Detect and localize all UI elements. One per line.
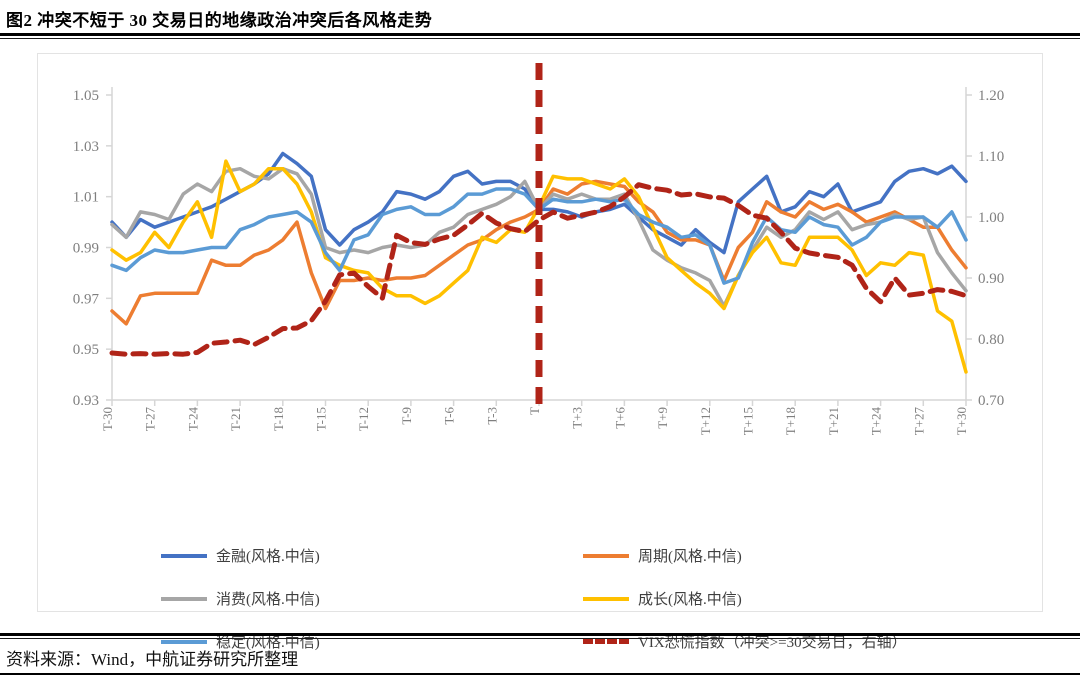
x-tick-label: T-3 [484,407,499,425]
legend-item-3: 成长(风格.中信) [583,577,907,620]
x-tick-label: T+15 [741,407,756,435]
x-tick-label: T-27 [143,407,158,432]
x-tick-label: T+24 [869,407,884,436]
x-tick-label: T [527,407,542,415]
legend-label-5: VIX恐慌指数（冲突>=30交易日，右轴） [638,635,907,651]
y-right-tick-label: 1.00 [978,210,1004,226]
legend-column-right: 周期(风格.中信) 成长(风格.中信) VIX恐慌指数（冲突>=30交易日，右轴） [583,534,907,663]
bottom-border [0,673,1080,675]
x-tick-label: T+27 [911,407,926,436]
x-tick-label: T+18 [783,407,798,435]
source-note: 资料来源：Wind，中航证券研究所整理 [6,650,299,669]
legend-label-3: 成长(风格.中信) [638,592,742,608]
legend-swatch-4 [161,639,207,644]
legend-item-1: 周期(风格.中信) [583,534,907,577]
y-right-tick-label: 1.20 [978,88,1004,104]
title-divider-thick [0,33,1080,36]
x-tick-label: T-6 [442,407,457,425]
legend-item-0: 金融(风格.中信) [161,534,320,577]
legend-label-0: 金融(风格.中信) [216,549,320,565]
x-tick-label: T+3 [570,407,585,429]
chart-panel: 1.05 1.03 1.01 0.99 0.97 0.95 0.93 1.20 1.10 1.00… [37,53,1043,651]
y-left-tick-label: 0.95 [73,342,99,358]
legend-label-4: 稳定(风格.中信) [216,635,320,651]
x-tick-label: T+30 [954,407,969,435]
x-tick-label: T+6 [612,407,627,429]
legend-label-1: 周期(风格.中信) [638,549,742,565]
x-tick-label: T-15 [314,407,329,431]
y-right-tick-label: 0.80 [978,332,1004,348]
y-left-tick-label: 1.03 [73,139,99,155]
x-tick-label: T-9 [399,407,414,425]
y-right-tick-label: 0.70 [978,393,1004,409]
y-left-tick-label: 1.05 [73,88,99,104]
x-tick-label: T-30 [100,407,115,431]
legend-item-4: 稳定(风格.中信) [161,620,320,663]
x-tick-label: T-21 [228,407,243,431]
source-divider-thin [0,638,1080,639]
y-left-tick-label: 0.99 [73,241,99,257]
x-tick-label: T+9 [655,407,670,429]
legend-column-left: 金融(风格.中信) 消费(风格.中信) 稳定(风格.中信) [161,534,320,663]
legend-label-2: 消费(风格.中信) [216,592,320,608]
legend-swatch-3 [583,596,629,601]
figure-title: 图2 冲突不短于 30 交易日的地缘政治冲突后各风格走势 [6,11,433,30]
source-divider-thick [0,633,1080,636]
y-left-tick-label: 0.97 [73,291,100,307]
legend-swatch-5 [583,639,629,644]
x-tick-label: T-24 [185,407,200,432]
legend-item-5: VIX恐慌指数（冲突>=30交易日，右轴） [583,620,907,663]
legend-item-2: 消费(风格.中信) [161,577,320,620]
legend-swatch-1 [583,553,629,558]
y-left-tick-label: 1.01 [73,190,99,206]
title-divider-thin [0,38,1080,39]
x-tick-label: T+21 [826,407,841,435]
y-right-tick-label: 0.90 [978,271,1004,287]
line-chart: 1.05 1.03 1.01 0.99 0.97 0.95 0.93 1.20 1.10 1.00… [73,63,1004,436]
x-tick-label: T-18 [271,407,286,431]
legend-swatch-0 [161,553,207,558]
x-tick-label: T-12 [356,407,371,431]
series-line-5 [109,182,969,357]
x-tick-label: T+12 [698,407,713,435]
legend-swatch-2 [161,596,207,601]
y-right-tick-label: 1.10 [978,149,1004,165]
y-left-tick-label: 0.93 [73,393,99,409]
